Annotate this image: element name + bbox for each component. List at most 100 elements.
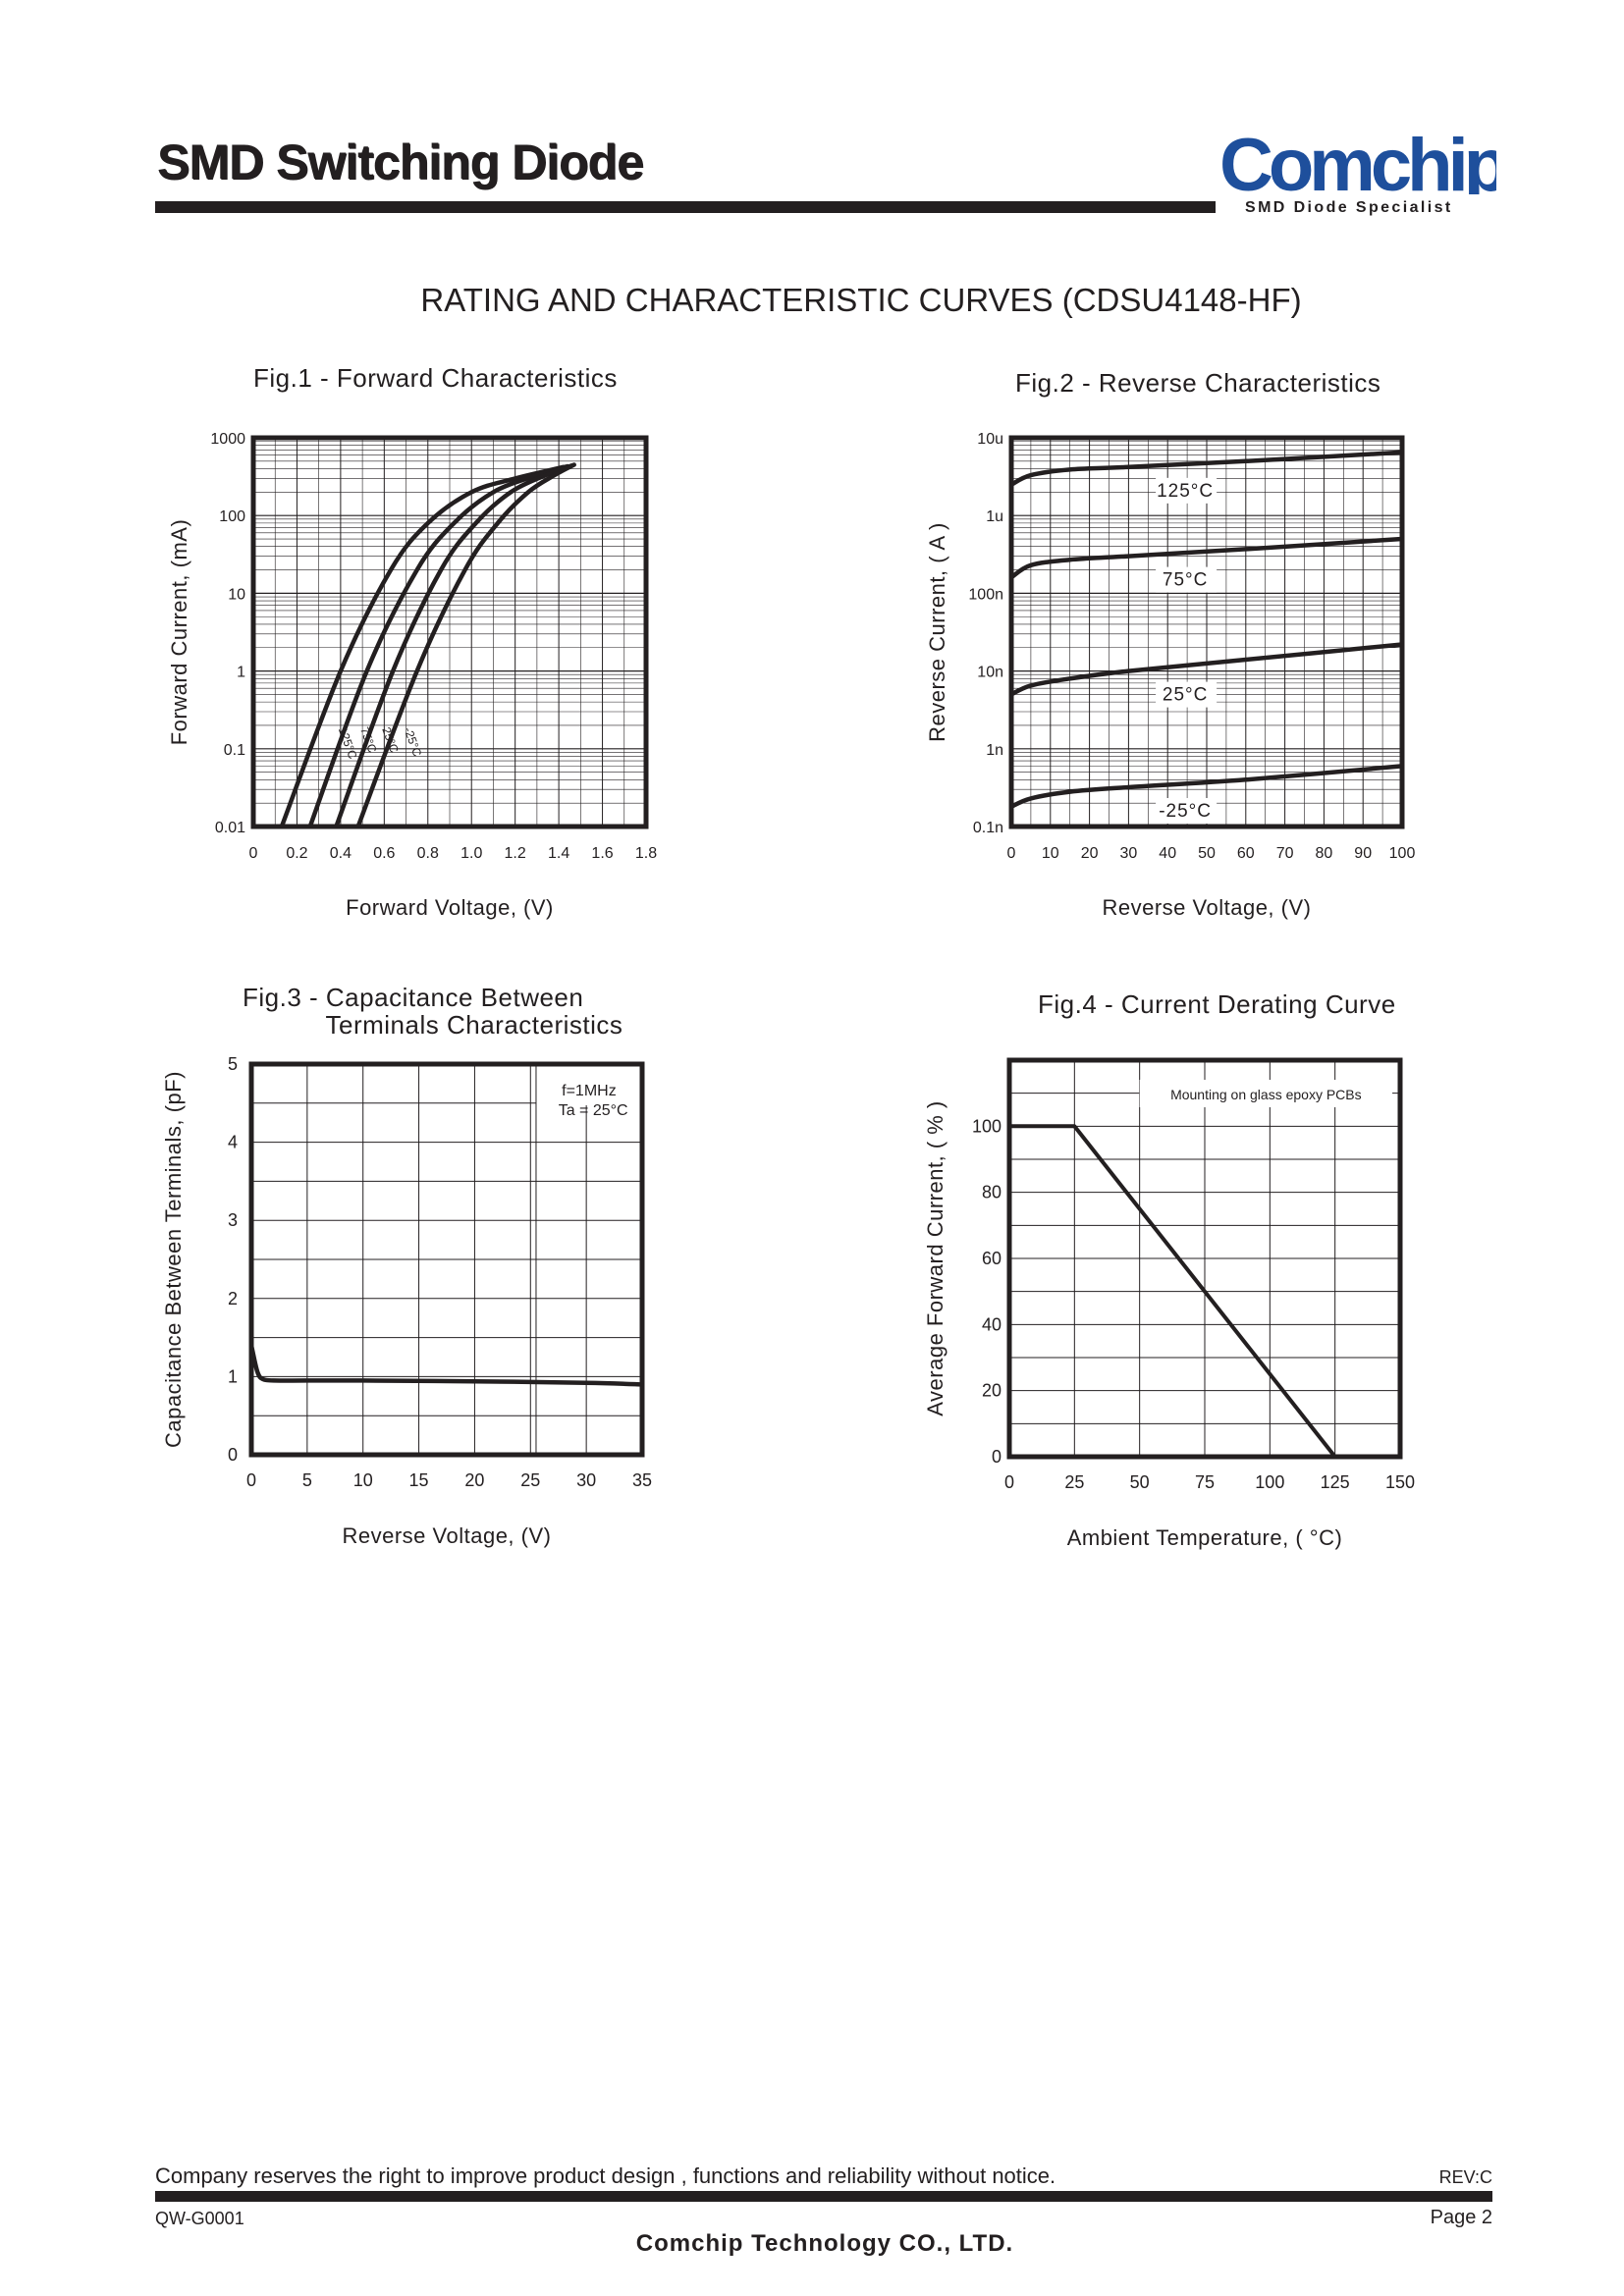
x-tick-label: 150 xyxy=(1385,1472,1415,1492)
x-tick-label: 1.2 xyxy=(505,845,526,862)
y-axis-label: Reverse Current, ( A ) xyxy=(925,522,949,742)
y-tick-label: 1 xyxy=(237,665,245,681)
y-axis-label: Forward Current, (mA) xyxy=(167,519,191,746)
series-line xyxy=(355,462,576,829)
series-label: -25°C xyxy=(402,725,425,759)
plot-frame xyxy=(248,1061,645,1458)
plot-frame xyxy=(1008,435,1405,829)
y-tick-label: 1000 xyxy=(210,431,245,448)
x-tick-label: 125 xyxy=(1321,1472,1350,1492)
page-title: SMD Switching Diode xyxy=(157,134,644,189)
y-tick-label: 5 xyxy=(228,1054,238,1074)
y-tick-label: 0.1 xyxy=(224,742,245,759)
y-tick-label: 20 xyxy=(982,1381,1001,1401)
x-tick-label: 35 xyxy=(632,1470,652,1490)
x-tick-label: 15 xyxy=(409,1470,429,1490)
x-tick-label: 100 xyxy=(1389,845,1416,862)
y-tick-label: 10n xyxy=(977,665,1003,681)
fig3-capacitance-chart: f=1MHz Ta = 25°C 0 5 10 15 20 25 30 35 0 1 2 3 4 5 Rever… xyxy=(161,1054,652,1548)
x-axis-label: Reverse Voltage, (V) xyxy=(343,1523,552,1548)
series-line xyxy=(1008,764,1405,810)
series-line xyxy=(307,463,570,829)
x-tick-label: 1.6 xyxy=(591,845,613,862)
x-tick-label: 0 xyxy=(1004,1472,1014,1492)
x-tick-label: 20 xyxy=(464,1470,484,1490)
series-label: -25°C xyxy=(1159,801,1212,822)
x-tick-label: 25 xyxy=(1064,1472,1084,1492)
logo-tagline-backdrop xyxy=(1237,194,1494,216)
x-tick-label: 0.4 xyxy=(330,845,352,862)
plot-frame xyxy=(1006,1057,1403,1460)
x-axis-label: Ambient Temperature, ( °C) xyxy=(1067,1525,1343,1550)
x-tick-label: 50 xyxy=(1198,845,1216,862)
x-tick-label: 100 xyxy=(1255,1472,1284,1492)
y-tick-label: 1 xyxy=(228,1366,238,1386)
series-label-backdrop xyxy=(1156,566,1218,593)
series-line xyxy=(1008,450,1405,487)
series-line xyxy=(1007,1124,1337,1459)
y-tick-label: 40 xyxy=(982,1314,1001,1334)
y-tick-label: 100 xyxy=(219,508,245,525)
x-tick-label: 0.6 xyxy=(373,845,395,862)
x-tick-label: 80 xyxy=(1316,845,1333,862)
x-tick-label: 50 xyxy=(1130,1472,1150,1492)
x-tick-label: 5 xyxy=(302,1470,312,1490)
document-code: QW-G0001 xyxy=(155,2209,244,2228)
y-tick-label: 10u xyxy=(977,431,1003,448)
annotation-text: Ta = 25°C xyxy=(559,1102,628,1119)
y-tick-label: 10 xyxy=(228,586,245,603)
x-tick-label: 1.0 xyxy=(460,845,482,862)
fig4-title: Fig.4 - Current Derating Curve xyxy=(1038,989,1396,1019)
series-label-backdrop xyxy=(1156,477,1218,504)
x-tick-label: 25 xyxy=(520,1470,540,1490)
fig3-title: Fig.3 - Capacitance Between Terminals Ch… xyxy=(243,983,623,1040)
y-axis-label: Capacitance Between Terminals, (pF) xyxy=(161,1071,186,1448)
comchip-logo: Comchip SMD Diode Specialist xyxy=(1218,124,1512,224)
x-tick-label: 20 xyxy=(1081,845,1099,862)
annotation-text: Mounting on glass epoxy PCBs xyxy=(1170,1087,1362,1102)
logo-mark-icon: Comchip SMD Diode Specialist xyxy=(1219,124,1512,216)
fig2-title: Fig.2 - Reverse Characteristics xyxy=(1015,368,1381,398)
y-axis-label: Average Forward Current, ( % ) xyxy=(923,1100,947,1415)
x-tick-label: 60 xyxy=(1237,845,1255,862)
series-label-backdrop xyxy=(1156,797,1218,824)
chart-gridlines xyxy=(1009,1060,1400,1457)
series-line xyxy=(279,464,566,829)
x-tick-label: 0.8 xyxy=(417,845,439,862)
x-tick-label: 30 xyxy=(1120,845,1138,862)
y-tick-label: 0.01 xyxy=(215,820,245,836)
header-divider xyxy=(155,201,1216,213)
chart-gridlines xyxy=(253,438,646,827)
chart-gridlines xyxy=(251,1064,642,1455)
company-name: Comchip Technology CO., LTD. xyxy=(635,2230,1014,2257)
fig2-reverse-characteristics-chart: 125°C 75°C 25°C -25°C 0 10 20 30 40 50 60 70 80 90 100… xyxy=(925,431,1416,920)
x-tick-label: 1.8 xyxy=(635,845,657,862)
fig1-forward-characteristics-chart: 125°C75°C 25°C -25°C0 0.2 0.4 0.6 0.8 1.0 1.2 1.4… xyxy=(167,431,657,920)
series-line xyxy=(334,462,574,829)
fig4-current-derating-chart: Mounting on glass epoxy PCBs 0 25 50 75 100 12… xyxy=(923,1057,1415,1550)
x-tick-label: 90 xyxy=(1354,845,1372,862)
y-tick-label: 100n xyxy=(968,586,1003,603)
y-tick-label: 80 xyxy=(982,1183,1001,1202)
y-tick-label: 0 xyxy=(992,1447,1001,1467)
annotation-backdrop xyxy=(535,1066,640,1105)
annotation-text: f=1MHz xyxy=(562,1083,617,1099)
series-line xyxy=(248,1343,645,1387)
footer-divider xyxy=(155,2191,1492,2202)
series-label: 75°C xyxy=(1163,570,1208,591)
x-tick-label: 1.4 xyxy=(548,845,569,862)
y-tick-label: 0 xyxy=(228,1445,238,1465)
y-tick-label: 100 xyxy=(972,1116,1001,1136)
plot-frame xyxy=(250,435,649,829)
series-label-backdrop xyxy=(1156,681,1218,708)
series-label: 25°C xyxy=(1163,685,1208,706)
logo-tagline: SMD Diode Specialist xyxy=(1245,199,1453,216)
y-tick-label: 1n xyxy=(986,742,1003,759)
y-tick-label: 1u xyxy=(986,508,1003,525)
series-line xyxy=(1008,536,1405,580)
y-tick-label: 3 xyxy=(228,1210,238,1230)
x-axis-label: Forward Voltage, (V) xyxy=(346,895,554,920)
series-line xyxy=(1008,642,1405,697)
y-tick-label: 60 xyxy=(982,1249,1001,1268)
x-tick-label: 10 xyxy=(1042,845,1059,862)
